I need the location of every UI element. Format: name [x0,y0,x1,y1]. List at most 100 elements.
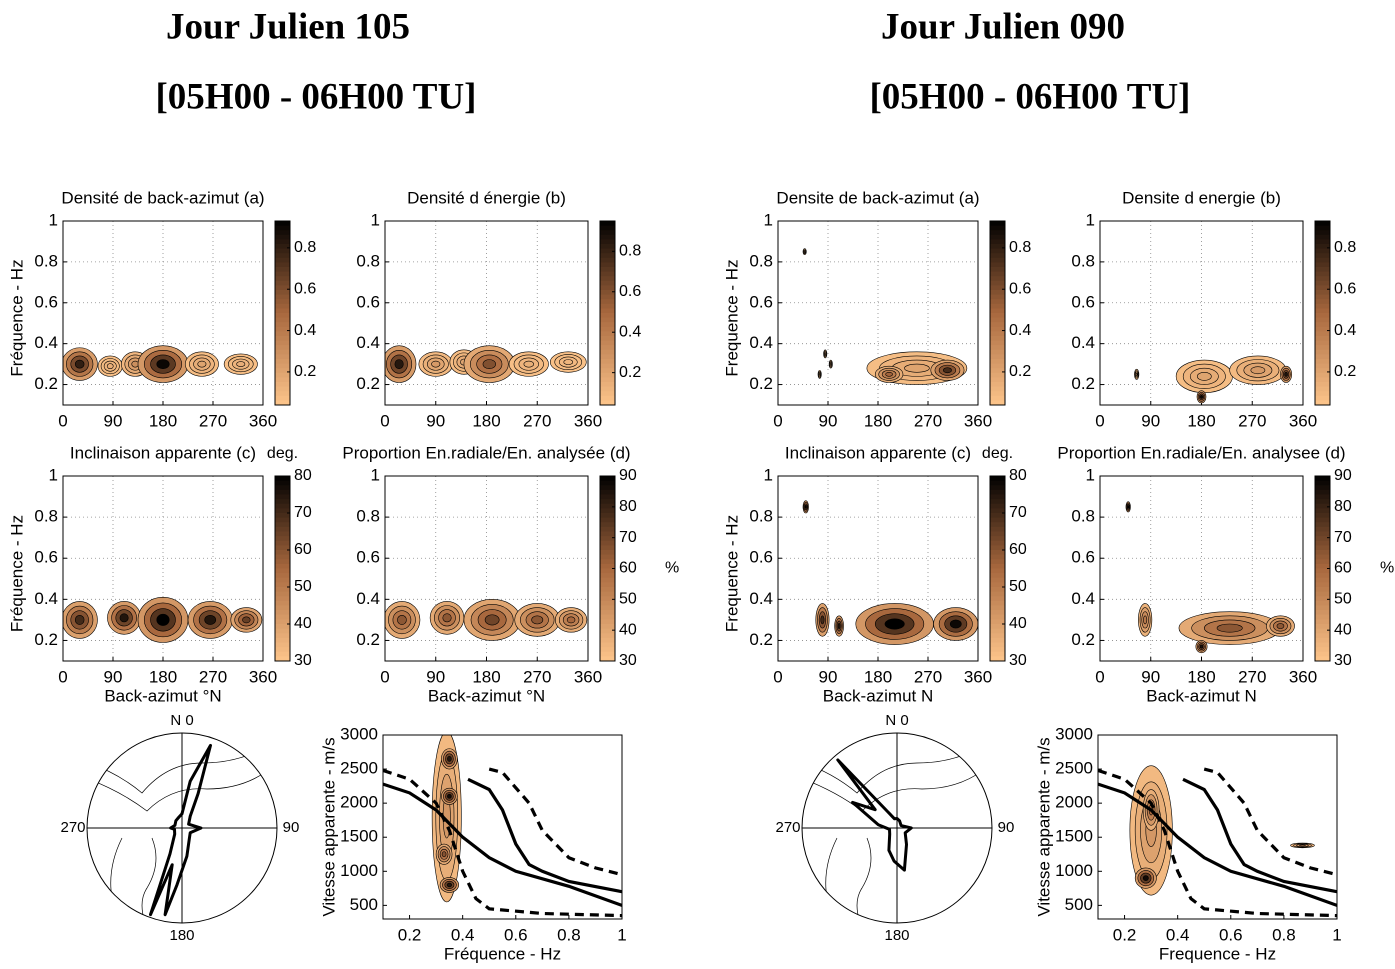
colorbar-swatch [990,239,1005,245]
colorbar-swatch [275,499,290,505]
colorbar-swatch [600,489,615,495]
contour-level [830,362,832,366]
colorbar-swatch [1315,308,1330,314]
colorbar-swatch [275,559,290,565]
colorbar-swatch [990,308,1005,314]
colorbar-tick-label: 70 [619,529,637,546]
contour-level [442,613,452,623]
colorbar-swatch [990,285,1005,291]
colorbar-swatch [1315,508,1330,514]
curve [383,768,622,918]
colorbar-swatch [990,267,1005,273]
colorbar-swatch [600,230,615,236]
plot-area [383,735,622,919]
y-axis-label: Vitesse apparente - m/s [1034,737,1053,916]
x-tick-label: 0 [58,667,67,686]
colorbar-swatch [600,531,615,537]
colorbar-swatch [1315,336,1330,342]
contour-level [1135,372,1138,376]
map-outline [802,742,988,923]
colorbar-swatch [990,313,1005,319]
rose-line [149,743,212,917]
colorbar-swatch [600,494,615,500]
colorbar-swatch [990,536,1005,542]
colorbar-tick-label: 50 [1334,591,1352,608]
colorbar-tick-label: 60 [1334,560,1352,577]
contour-level [566,616,576,624]
colorbar-swatch [600,253,615,259]
colorbar-swatch [600,326,615,332]
x-tick-label: 270 [199,411,227,430]
colorbar-swatch [1315,485,1330,491]
x-tick-label: 0 [1095,667,1104,686]
plot-title: Densité de back-azimut (a) [61,188,264,207]
y-axis-label: Frequence - Hz [722,259,741,376]
colorbar-swatch [990,624,1005,630]
colorbar-swatch [600,336,615,342]
colorbar-swatch [1315,642,1330,648]
contour-level [904,363,930,373]
colorbar-swatch [275,299,290,305]
colorbar-swatch [1315,554,1330,560]
colorbar-swatch [600,377,615,383]
colorbar-swatch [1315,313,1330,319]
colorbar-swatch [990,633,1005,639]
x-tick-label: 270 [199,667,227,686]
colorbar-swatch [990,276,1005,282]
colorbar-swatch [1315,382,1330,388]
y-tick-label: 0.6 [34,292,58,311]
colorbar-swatch [600,651,615,657]
colorbar-tick-label: 0.8 [619,243,641,260]
x-tick-label: 1 [1332,925,1341,944]
colorbar-swatch [1315,582,1330,588]
contour-level [397,614,407,625]
colorbar-swatch [1315,619,1330,625]
contour-level [531,615,544,625]
colorbar-swatch [990,225,1005,231]
y-tick-label: 0.6 [34,548,58,567]
contour-level [1299,844,1306,847]
axes-frame [1314,220,1331,406]
y-tick-label: 1 [764,465,773,484]
colorbar-swatch [990,550,1005,556]
contour-level [156,359,170,370]
colorbar-swatch [1315,331,1330,337]
colorbar-swatch [275,647,290,653]
x-axis-label: Back-azimut °N [428,686,545,705]
axes-frame [777,220,979,406]
x-tick-label: 270 [1238,667,1266,686]
y-tick-label: 0.6 [356,292,380,311]
colorbar-swatch [1315,354,1330,360]
y-axis-label: Frequence - Hz [722,515,741,632]
x-tick-label: 270 [523,411,551,430]
colorbar-swatch [1315,400,1330,406]
y-tick-label: 2500 [1055,759,1093,778]
colorbar-swatch [990,244,1005,250]
contour-level [885,371,893,377]
colorbar-swatch [600,382,615,388]
colorbar-swatch [1315,596,1330,602]
colorbar-tick-label: 80 [294,467,312,484]
colorbar-swatch [600,331,615,337]
colorbar-swatch [1315,391,1330,397]
y-tick-label: 0.2 [749,374,773,393]
y-tick-label: 0.8 [356,251,380,270]
colorbar-swatch [1315,476,1330,482]
colorbar-swatch [600,294,615,300]
colorbar-swatch [275,480,290,486]
colorbar-swatch [275,262,290,268]
colorbar-swatch [990,257,1005,263]
colorbar-tick-label: 60 [619,560,637,577]
colorbar-swatch [990,587,1005,593]
y-tick-label: 0.8 [749,507,773,526]
polar-label: N 0 [885,712,908,729]
colorbar-swatch [1315,605,1330,611]
colorbar-swatch [990,508,1005,514]
colorbar-tick-label: 70 [1009,504,1027,521]
colorbar-swatch [990,262,1005,268]
colorbar-swatch [275,253,290,259]
colorbar-swatch [990,489,1005,495]
x-tick-label: 0.4 [1166,925,1190,944]
colorbar-swatch [1315,395,1330,401]
colorbar-swatch [600,280,615,286]
